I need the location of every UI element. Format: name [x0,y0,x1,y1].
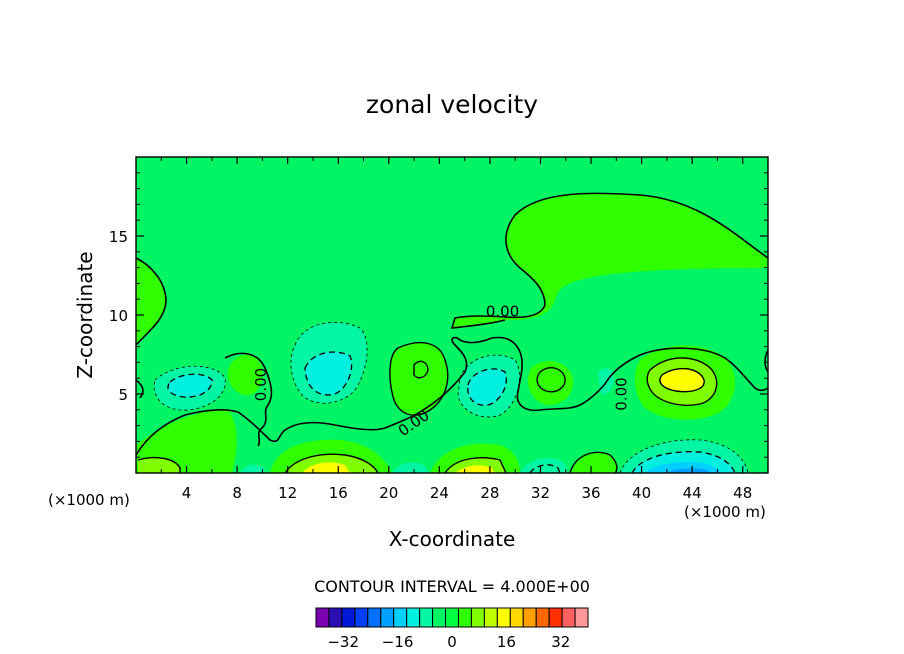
chart-title: zonal velocity [366,90,538,119]
y-axis-ticks: 5 10 15 [109,172,768,458]
x-axis-ticks: 4 8 12 16 20 24 28 32 36 40 44 48 [160,157,752,502]
colorbar-swatch [470,607,485,628]
region-positive-small-left [227,354,263,396]
region-positive-left [136,258,166,345]
x-tick-label: 32 [531,484,550,502]
region-positive-right-core [659,368,705,392]
colorbar-swatch [419,607,434,628]
positive-contour-a [389,341,449,416]
zero-contour-upper [450,192,768,329]
x-tick-label: 20 [379,484,398,502]
negative-contour-d [631,451,736,473]
zero-contour-lower-d [764,349,768,373]
x-unit-label-left: (×1000 m) [48,491,130,509]
region-negative-b-inner [167,374,212,398]
colorbar-tick-label: −32 [327,633,359,651]
colorbar-swatch [406,607,421,628]
positive-contour-right-2 [659,367,705,393]
contour-label: 0.00 [486,303,519,321]
zero-contour-left [136,257,167,346]
negative-contour-thin-b [153,365,226,411]
plot-area: 0.000.000.000.00 [136,157,768,473]
region-positive-lower-left-inner [138,457,180,473]
negative-contour-e [529,464,561,473]
contour-label: 0.00 [612,377,630,410]
region-positive-center-a [389,342,448,416]
contour-interval-text: CONTOUR INTERVAL = 4.000E+00 [314,577,590,596]
colorbar-swatch [535,607,550,628]
positive-contour-lower-3 [137,456,181,473]
region-negative-bottom-mid [520,458,568,473]
positive-contour-right-1 [646,357,718,406]
x-tick-label: 36 [581,484,600,502]
y-tick-label: 10 [109,307,128,325]
colorbar-swatch [380,607,395,628]
colorbar-tick-label: 32 [551,633,570,651]
colorbar-swatch [457,607,472,628]
y-axis-label: Z-coordinate [73,251,97,378]
colorbar-swatch [548,607,563,628]
x-tick-label: 44 [683,484,702,502]
x-tick-label: 48 [733,484,752,502]
x-tick-label: 12 [278,484,297,502]
zero-contour-lower-b [224,352,273,447]
colorbar-swatch [522,607,537,628]
y-tick-label: 15 [109,228,128,246]
region-positive-top-right [452,193,768,328]
colorbar-tick-label: 0 [447,633,457,651]
colorbar [315,607,589,628]
x-tick-label: 28 [480,484,499,502]
negative-contour-thin-a [290,322,368,404]
negative-regions [154,322,748,473]
zero-contour-lower-c [136,379,144,399]
negative-contour-a [304,351,353,396]
colorbar-swatch [367,607,382,628]
negative-contour-b [167,373,213,398]
contour-lines [136,192,768,473]
colorbar-swatch [561,607,576,628]
colorbar-swatch [574,607,589,628]
region-negative-bottom-small [392,462,428,473]
negative-contour-thin-d [619,439,749,473]
colorbar-swatch [354,607,369,628]
colorbar-swatch [483,607,498,628]
positive-contour-lower-1 [284,453,379,473]
colorbar-swatch [445,607,459,628]
x-unit-label-right: (×1000 m) [684,503,766,521]
colorbar-swatch [315,607,330,628]
y-tick-label: 5 [118,386,128,404]
contour-label: 0.00 [252,368,270,401]
colorbar-swatch [393,607,408,628]
colorbar-swatch [496,607,511,628]
positive-contour-b [536,367,566,393]
x-tick-label: 16 [329,484,348,502]
region-negative-bottom-right-4 [665,468,710,473]
positive-contour-lower-2 [444,457,507,473]
x-axis-label: X-coordinate [389,527,516,551]
colorbar-swatch [341,607,356,628]
region-negative-c-inner [467,368,507,406]
x-tick-label: 4 [182,484,192,502]
negative-contour-c [467,368,507,406]
colorbar-swatch [328,607,343,628]
positive-contour-a2 [413,360,429,379]
x-tick-label: 8 [232,484,242,502]
colorbar-swatch [432,607,447,628]
x-tick-label: 40 [632,484,651,502]
colorbar-tick-label: −16 [382,633,414,651]
region-negative-bottom-tiny [240,464,265,473]
region-positive-lower-left [136,409,237,473]
x-tick-label: 24 [430,484,449,502]
region-negative-a-inner [305,352,352,395]
colorbar-tick-label: 16 [497,633,516,651]
colorbar-tick-labels: −32 −16 0 16 32 [327,633,570,651]
zero-contour-lower [136,336,768,456]
colorbar-swatch [509,607,524,628]
